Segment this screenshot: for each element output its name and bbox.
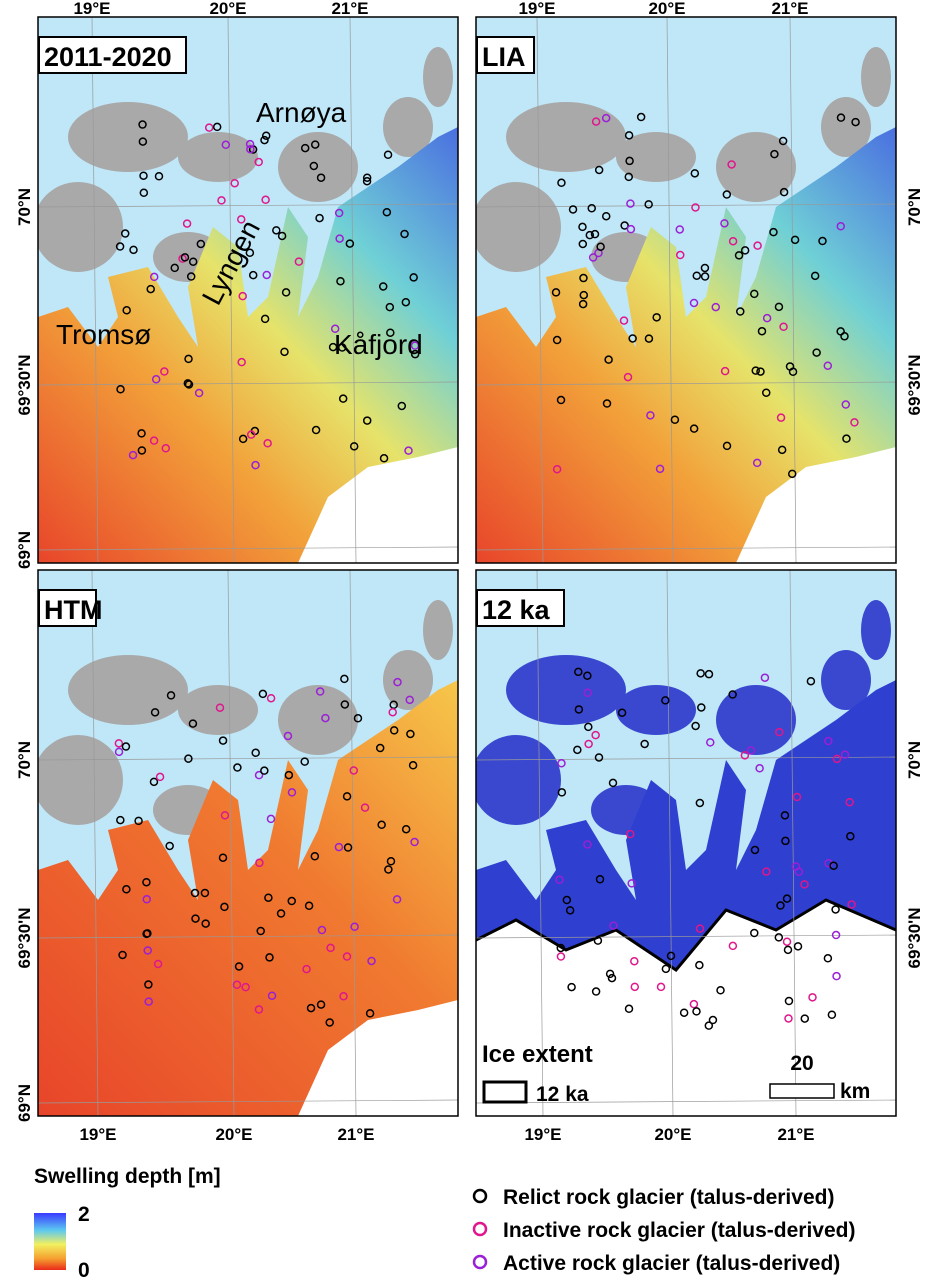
latitude-label: 69°N	[15, 531, 34, 569]
island	[423, 47, 453, 107]
longitude-label: 21°E	[337, 1125, 374, 1144]
legend-label: Inactive rock glacier (talus-derived)	[503, 1219, 855, 1242]
legend-symbol	[474, 1256, 486, 1268]
longitude-label: 21°E	[777, 1125, 814, 1144]
latitude-label: 69°30'N	[15, 355, 34, 416]
colorbar: Swelling depth [m] 2 0	[34, 1165, 221, 1278]
island	[506, 655, 626, 725]
colorbar-max: 2	[78, 1203, 90, 1226]
colorbar-min: 0	[78, 1259, 90, 1278]
legend-symbol	[474, 1190, 486, 1202]
island	[423, 600, 453, 660]
island	[716, 685, 796, 755]
place-label: Kåfjord	[334, 329, 423, 360]
longitude-label: 19°E	[518, 0, 555, 18]
legend: Relict rock glacier (talus-derived) Inac…	[474, 1186, 855, 1275]
ice-legend-label: 12 ka	[536, 1083, 589, 1106]
longitude-label: 20°E	[209, 0, 246, 18]
panel-title: LIA	[482, 42, 526, 72]
island	[861, 600, 891, 660]
map-body	[471, 17, 896, 563]
scale-bar	[770, 1084, 834, 1098]
map-panel: 12 ka 19°E 20°E 21°E 70°N 69°30'N Ice extent 12…	[471, 570, 924, 1144]
latitude-label: 69°30'N	[905, 355, 924, 416]
legend-label: Active rock glacier (talus-derived)	[503, 1252, 840, 1275]
longitude-label: 20°E	[648, 0, 685, 18]
island	[33, 735, 123, 825]
panel-title: 12 ka	[482, 595, 551, 625]
island	[278, 685, 358, 755]
island	[616, 685, 696, 735]
scale-bar-unit: km	[840, 1080, 870, 1103]
legend-label: Relict rock glacier (talus-derived)	[503, 1186, 834, 1209]
ice-legend-symbol	[484, 1082, 526, 1102]
island	[68, 102, 188, 172]
island	[506, 102, 626, 172]
panel-title: 2011-2020	[44, 42, 172, 72]
latitude-label: 70°N	[15, 188, 34, 226]
map-body	[33, 570, 458, 1116]
scale-bar-value: 20	[790, 1052, 813, 1075]
map-body	[471, 570, 896, 1116]
island	[33, 182, 123, 272]
map-body	[33, 17, 458, 563]
island	[178, 132, 258, 182]
panel-title: HTM	[44, 595, 102, 625]
latitude-label: 69°30'N	[905, 908, 924, 969]
longitude-label: 20°E	[654, 1125, 691, 1144]
ice-legend-title: Ice extent	[482, 1041, 593, 1068]
latitude-label: 69°N	[15, 1084, 34, 1122]
map-panel: 2011-2020 19°E 20°E 21°E 70°N 69°30'N 69°N Arnø…	[15, 0, 458, 569]
figure: 2011-2020 19°E 20°E 21°E 70°N 69°30'N 69°N Arnø…	[0, 0, 926, 1278]
island	[471, 735, 561, 825]
longitude-label: 20°E	[215, 1125, 252, 1144]
map-panel: HTM 19°E 20°E 21°E 70°N 69°30'N 69°N	[15, 570, 458, 1144]
map-panel: LIA 19°E 20°E 21°E 70°N 69°30'N	[471, 0, 924, 563]
longitude-label: 21°E	[331, 0, 368, 18]
island	[471, 182, 561, 272]
longitude-label: 19°E	[73, 0, 110, 18]
longitude-label: 19°E	[524, 1125, 561, 1144]
place-label: Tromsø	[56, 319, 151, 350]
latitude-label: 70°N	[15, 741, 34, 779]
legend-symbol	[474, 1223, 486, 1235]
place-label: Arnøya	[256, 97, 347, 128]
colorbar-title: Swelling depth [m]	[34, 1165, 221, 1188]
island	[68, 655, 188, 725]
map-panels: 2011-2020 19°E 20°E 21°E 70°N 69°30'N 69°N Arnø…	[15, 0, 924, 1144]
latitude-label: 70°N	[905, 188, 924, 226]
latitude-label: 70°N	[905, 741, 924, 779]
island	[861, 47, 891, 107]
longitude-label: 19°E	[79, 1125, 116, 1144]
latitude-label: 69°30'N	[15, 908, 34, 969]
longitude-label: 21°E	[771, 0, 808, 18]
colorbar-ramp	[34, 1213, 66, 1270]
